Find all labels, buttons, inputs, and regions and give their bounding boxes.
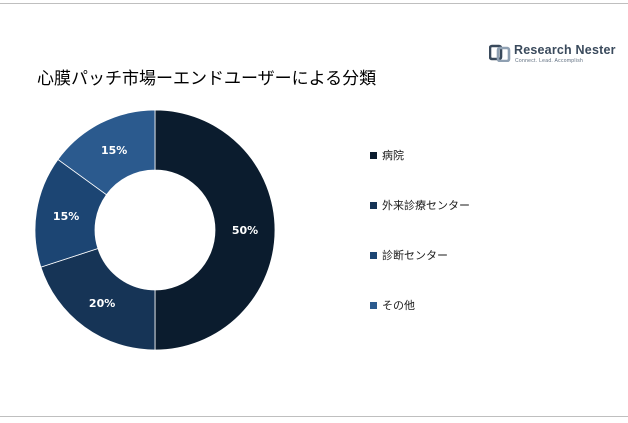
legend-item-diagnostic-center: 診断センター <box>370 247 448 263</box>
legend-item-other: その他 <box>370 297 415 313</box>
legend-item-hospital: 病院 <box>370 147 404 163</box>
slice-hospital <box>154 109 276 351</box>
slice-outpatient-center-label: 20% <box>89 297 115 310</box>
legend-label: 外来診療センター <box>382 199 470 212</box>
legend-label: 診断センター <box>382 249 448 262</box>
legend-label: その他 <box>382 299 415 312</box>
bottom-divider <box>0 416 628 417</box>
legend-swatch <box>370 151 377 159</box>
slice-other <box>57 109 156 196</box>
legend-swatch <box>370 201 377 209</box>
legend-swatch <box>370 251 377 259</box>
chart-title: 心膜パッチ市場ーエンドユーザーによる分類 <box>37 69 377 89</box>
logo-mark-icon <box>489 44 511 62</box>
slice-other-label: 15% <box>101 144 127 157</box>
slice-outpatient-center <box>40 248 156 351</box>
logo-name: Research Nester <box>514 43 616 57</box>
legend-item-outpatient-center: 外来診療センター <box>370 197 470 213</box>
logo-tagline: Connect. Lead. Accomplish <box>515 58 584 64</box>
legend-label: 病院 <box>382 149 404 162</box>
slice-hospital-label: 50% <box>232 224 258 237</box>
research-nester-logo: Research Nester Connect. Lead. Accomplis… <box>489 43 616 65</box>
slice-diagnostic-center-label: 15% <box>53 210 79 223</box>
top-divider <box>0 3 628 4</box>
legend-swatch <box>370 301 377 309</box>
